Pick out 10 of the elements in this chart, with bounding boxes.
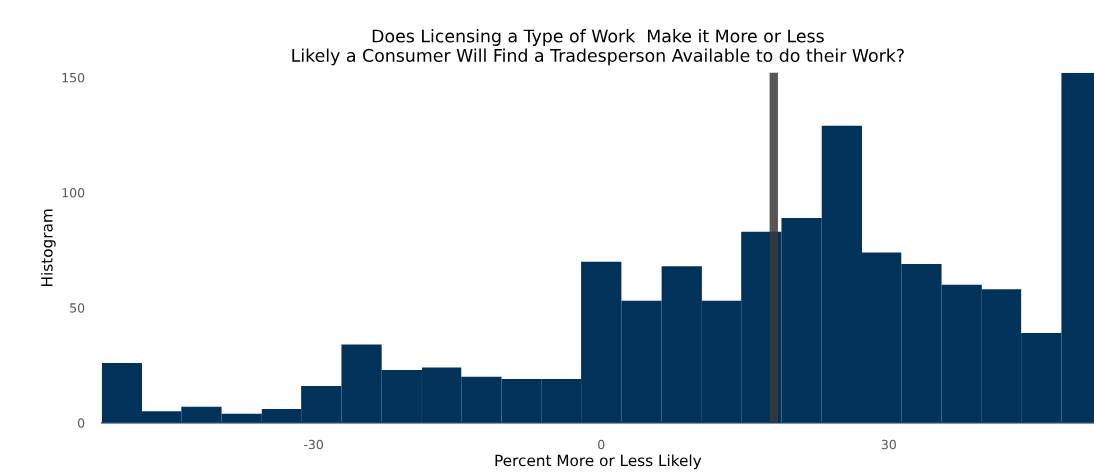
y-tick-label: 50 <box>70 303 85 313</box>
x-tick-label: 0 <box>598 439 605 450</box>
x-axis-title: Percent More or Less Likely <box>495 454 702 470</box>
y-axis-title: Histogram <box>40 209 56 286</box>
x-tick-label: 30 <box>881 439 896 450</box>
y-tick-label: 150 <box>62 72 85 83</box>
x-tick-label: -30 <box>304 439 323 450</box>
chart-title: Does Licensing a Type of Work Make it More or Less Likely a Consumer Will Find a Tradesperson Available to do their Work? <box>292 29 904 66</box>
y-tick-label: 0 <box>77 418 85 428</box>
y-tick-label: 100 <box>62 188 85 198</box>
